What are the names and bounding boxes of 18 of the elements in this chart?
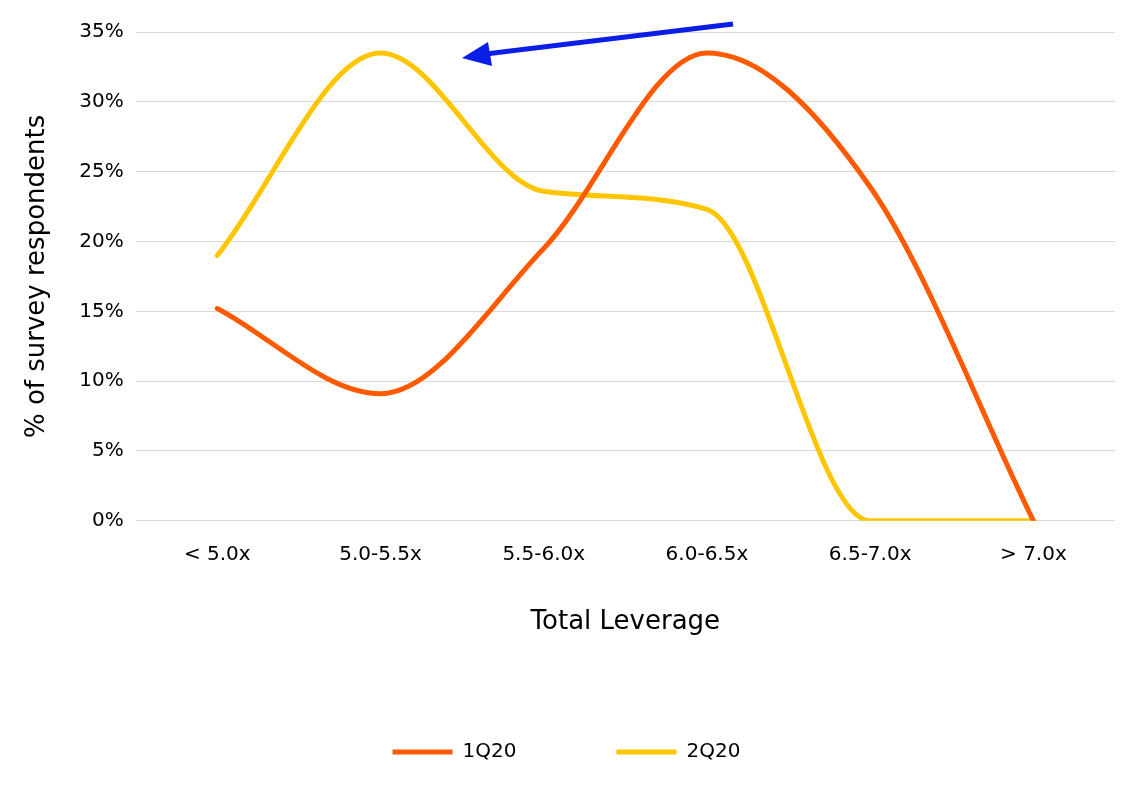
y-tick-label: 30% xyxy=(79,88,124,113)
x-axis-title: Total Leverage xyxy=(529,605,721,636)
legend-label: 2Q20 xyxy=(686,738,741,763)
x-tick-label: 5.0-5.5x xyxy=(339,541,422,565)
y-tick-label: 15% xyxy=(79,297,124,322)
x-tick-label: 5.5-6.0x xyxy=(502,541,586,565)
y-tick-label: 35% xyxy=(79,18,124,43)
y-axis-title: % of survey respondents xyxy=(20,114,51,439)
x-tick-label: > 7.0x xyxy=(1000,541,1067,565)
y-tick-label: 5% xyxy=(91,437,124,462)
y-tick-label: 20% xyxy=(79,227,124,252)
legend-label: 1Q20 xyxy=(462,738,517,763)
x-tick-label: 6.0-6.5x xyxy=(665,541,749,565)
y-tick-label: 25% xyxy=(79,157,124,182)
y-tick-label: 0% xyxy=(91,507,124,531)
x-tick-label: 6.5-7.0x xyxy=(828,541,912,565)
x-tick-label: < 5.0x xyxy=(183,541,251,565)
y-tick-label: 10% xyxy=(79,367,124,392)
